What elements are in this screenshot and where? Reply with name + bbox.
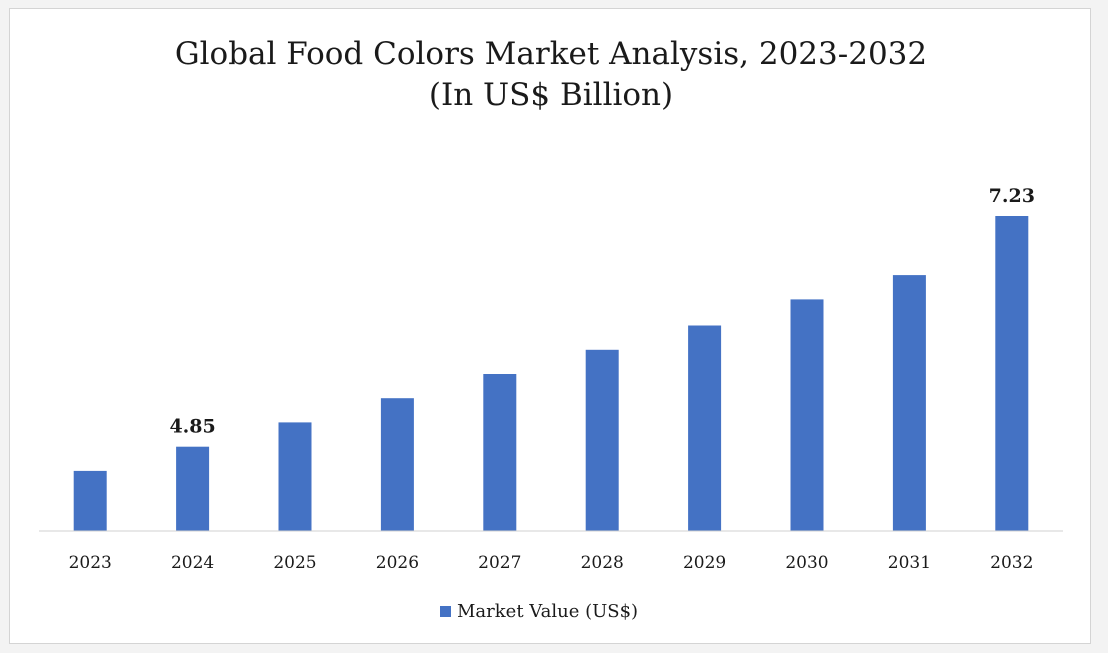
x-tick-label-2029: 2029: [683, 553, 726, 573]
bar-2024: [176, 446, 210, 531]
bar-2026: [380, 398, 414, 531]
x-tick-label-2026: 2026: [376, 553, 419, 573]
bar-2028: [585, 349, 619, 531]
bar-2030: [790, 299, 824, 531]
bar-2027: [483, 374, 517, 531]
chart-subtitle: (In US$ Billion): [429, 77, 673, 113]
x-tick-label-2028: 2028: [581, 553, 624, 573]
bar-2029: [688, 325, 722, 531]
x-tick-label-2023: 2023: [69, 553, 112, 573]
chart-title: Global Food Colors Market Analysis, 2023…: [175, 36, 927, 72]
x-tick-label-2032: 2032: [990, 553, 1033, 573]
bar-2023: [73, 470, 107, 531]
x-tick-label-2031: 2031: [888, 553, 931, 573]
data-label-2024: 4.85: [169, 416, 215, 438]
bar-2032: [995, 216, 1029, 531]
data-label-2032: 7.23: [989, 185, 1035, 207]
legend-swatch: [440, 606, 451, 617]
x-tick-label-2030: 2030: [785, 553, 828, 573]
data-labels: 4.85 7.23: [169, 185, 1034, 438]
bars-group: [73, 216, 1029, 531]
x-tick-label-2024: 2024: [171, 553, 214, 573]
legend: Market Value (US$): [440, 601, 638, 622]
bar-2025: [278, 422, 312, 531]
x-tick-label-2027: 2027: [478, 553, 521, 573]
x-tick-label-2025: 2025: [273, 553, 316, 573]
bar-2031: [892, 275, 926, 531]
x-tick-labels: 2023 2024 2025 2026 2027 2028 2029 2030 2031 2032: [69, 553, 1034, 573]
legend-label: Market Value (US$): [457, 601, 638, 622]
